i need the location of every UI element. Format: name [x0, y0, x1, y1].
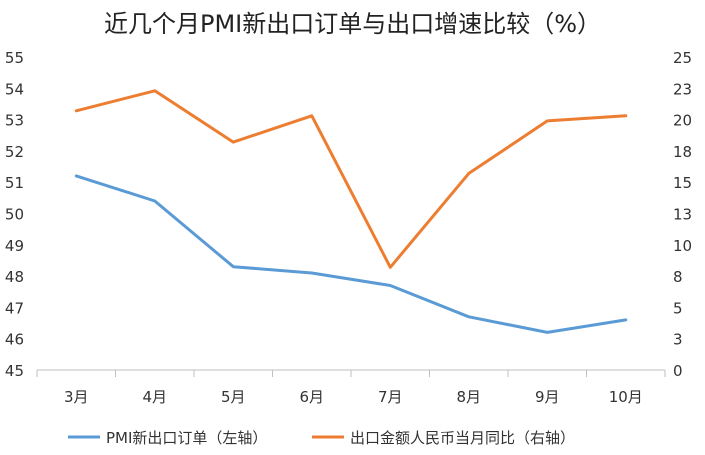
right-tick-label: 3 [673, 331, 683, 349]
chart-title: 近几个月PMI新出口订单与出口增速比较（%） [103, 10, 602, 38]
right-tick-label: 8 [673, 268, 683, 286]
right-tick-label: 23 [673, 80, 692, 98]
left-tick-label: 52 [5, 143, 24, 161]
x-tick-label: 6月 [299, 388, 324, 406]
right-tick-label: 18 [673, 143, 692, 161]
left-tick-label: 45 [5, 362, 24, 380]
right-tick-label: 13 [673, 206, 692, 224]
left-tick-label: 55 [5, 49, 24, 67]
right-tick-label: 25 [673, 49, 692, 67]
legend: PMI新出口订单（左轴） 出口金额人民币当月同比（右轴） [68, 429, 575, 447]
legend-label-2: 出口金额人民币当月同比（右轴） [350, 429, 575, 447]
x-axis-ticks: 3月 4月 5月 6月 7月 8月 9月 10月 [64, 388, 643, 406]
x-tick-label: 9月 [535, 388, 560, 406]
x-tick-label: 8月 [456, 388, 481, 406]
right-tick-label: 0 [673, 362, 683, 380]
x-tick-label: 5月 [221, 388, 246, 406]
right-axis-ticks: 0 3 5 8 10 13 15 18 20 23 25 [673, 49, 692, 380]
x-tick-label: 4月 [142, 388, 167, 406]
left-tick-label: 49 [5, 237, 24, 255]
right-tick-label: 10 [673, 237, 692, 255]
left-tick-label: 48 [5, 268, 24, 286]
series-line-2 [74, 89, 628, 269]
legend-label-1: PMI新出口订单（左轴） [106, 429, 267, 447]
series-lines [74, 89, 628, 334]
left-axis-ticks: 45 46 47 48 49 50 51 52 53 54 55 [5, 49, 24, 380]
left-tick-label: 46 [5, 331, 24, 349]
x-tick-label: 10月 [609, 388, 643, 406]
left-tick-label: 53 [5, 112, 24, 130]
x-tick-label: 3月 [64, 388, 89, 406]
right-tick-label: 20 [673, 112, 692, 130]
axes [36, 369, 666, 377]
left-tick-label: 47 [5, 299, 24, 317]
left-tick-label: 54 [5, 80, 24, 98]
right-tick-label: 5 [673, 299, 683, 317]
left-tick-label: 50 [5, 206, 24, 224]
x-tick-label: 7月 [378, 388, 403, 406]
series-line-1 [74, 174, 628, 334]
left-tick-label: 51 [5, 174, 24, 192]
right-tick-label: 15 [673, 174, 692, 192]
